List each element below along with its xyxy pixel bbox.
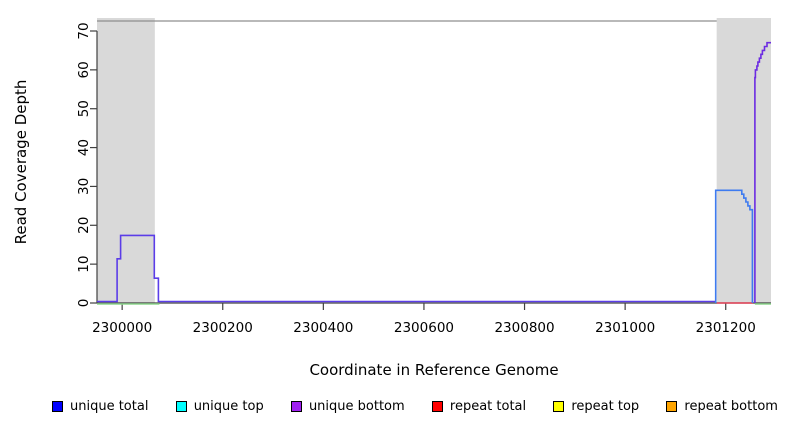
y-tick-label: 20 — [76, 217, 92, 234]
y-axis-title: Read Coverage Depth — [12, 79, 30, 245]
highlight-region-left — [97, 18, 155, 303]
legend-item-repeat-bottom: repeat bottom — [666, 399, 778, 414]
legend-item-repeat-total: repeat total — [431, 399, 527, 414]
legend-item-unique-top: unique top — [175, 399, 264, 414]
legend-swatch-repeat-top — [553, 401, 565, 412]
legend-swatch-unique-bottom — [290, 401, 302, 412]
coverage-chart: 0 10 20 30 40 50 60 70 2300000 2300200 2300400 2300… — [76, 18, 771, 336]
y-tick-label: 0 — [76, 299, 92, 308]
legend-label: unique total — [70, 399, 149, 414]
legend-label: unique top — [193, 399, 264, 414]
legend: unique total unique top unique bottom repea… — [52, 399, 778, 414]
legend-label: repeat top — [571, 399, 640, 414]
x-axis-title: Coordinate in Reference Genome — [309, 361, 559, 379]
legend-item-repeat-top: repeat top — [553, 399, 639, 414]
legend-swatch-unique-top — [175, 401, 187, 412]
x-tick-label: 2300000 — [92, 320, 152, 336]
y-tick-label: 70 — [76, 22, 92, 39]
y-tick-label: 10 — [76, 256, 92, 273]
highlight-region-right — [716, 18, 771, 303]
legend-item-unique-total: unique total — [52, 399, 148, 414]
series-unique-total-and-top-right-step — [714, 189, 754, 303]
x-tick-label: 2300400 — [293, 320, 353, 336]
legend-swatch-unique-total — [52, 401, 63, 412]
x-tick-label: 2300800 — [494, 320, 554, 336]
legend-swatch-repeat-bottom — [666, 401, 678, 412]
series-unique-total-and-bottom-left-peak — [97, 234, 716, 303]
x-tick-label: 2301000 — [595, 320, 655, 336]
legend-label: repeat total — [449, 399, 527, 414]
x-tick-label: 2300200 — [193, 320, 253, 336]
legend-item-unique-bottom: unique bottom — [290, 399, 405, 414]
legend-label: unique bottom — [308, 399, 405, 414]
x-tick-label: 2300600 — [394, 320, 454, 336]
y-tick-label: 60 — [76, 61, 92, 78]
y-tick-label: 50 — [76, 100, 92, 117]
y-tick-label: 30 — [76, 178, 92, 195]
y-tick-label: 40 — [76, 139, 92, 156]
legend-label: repeat bottom — [684, 399, 778, 414]
series-unique-bottom-right-staircase — [754, 41, 771, 303]
x-tick-label: 2301200 — [696, 320, 756, 336]
legend-swatch-repeat-total — [431, 401, 443, 412]
